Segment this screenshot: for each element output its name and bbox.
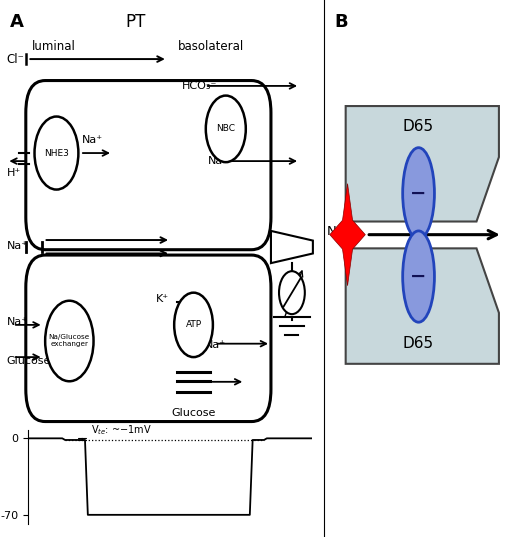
- Text: K⁺: K⁺: [156, 294, 169, 304]
- Circle shape: [402, 231, 435, 322]
- Text: Na⁺: Na⁺: [208, 156, 229, 166]
- Text: NHE3: NHE3: [44, 149, 69, 157]
- Text: Cl⁻: Cl⁻: [6, 53, 24, 66]
- Polygon shape: [330, 184, 365, 286]
- Text: Na⁺: Na⁺: [327, 226, 352, 238]
- Text: D65: D65: [403, 336, 434, 351]
- FancyBboxPatch shape: [26, 81, 271, 250]
- Circle shape: [174, 293, 213, 357]
- Text: H⁺: H⁺: [7, 168, 20, 178]
- Text: V$_{te}$: ~−1mV: V$_{te}$: ~−1mV: [91, 424, 152, 438]
- Text: PT: PT: [125, 13, 145, 32]
- Text: −: −: [411, 267, 426, 286]
- Polygon shape: [346, 248, 499, 364]
- Circle shape: [279, 271, 305, 314]
- Text: basolateral: basolateral: [178, 40, 244, 53]
- FancyBboxPatch shape: [26, 255, 271, 422]
- Text: Na/Glucose
exchanger: Na/Glucose exchanger: [49, 335, 90, 347]
- Circle shape: [45, 301, 94, 381]
- Text: Glucose: Glucose: [7, 356, 51, 366]
- Polygon shape: [271, 231, 313, 263]
- Text: NBC: NBC: [216, 125, 236, 133]
- Text: Glucose: Glucose: [172, 408, 216, 418]
- Text: ATP: ATP: [185, 321, 202, 329]
- Text: A: A: [10, 13, 24, 32]
- Circle shape: [206, 96, 246, 162]
- Text: −: −: [411, 184, 426, 203]
- Polygon shape: [346, 106, 499, 222]
- Text: Na⁺: Na⁺: [7, 317, 28, 327]
- Text: Na⁺: Na⁺: [7, 242, 28, 251]
- Text: B: B: [334, 13, 348, 32]
- Text: Na⁺: Na⁺: [205, 340, 226, 350]
- Circle shape: [402, 148, 435, 239]
- Text: Na⁺: Na⁺: [82, 135, 103, 145]
- Text: D65: D65: [403, 119, 434, 134]
- Text: luminal: luminal: [32, 40, 76, 53]
- Circle shape: [34, 117, 78, 190]
- Text: HCO₃⁻: HCO₃⁻: [182, 81, 218, 91]
